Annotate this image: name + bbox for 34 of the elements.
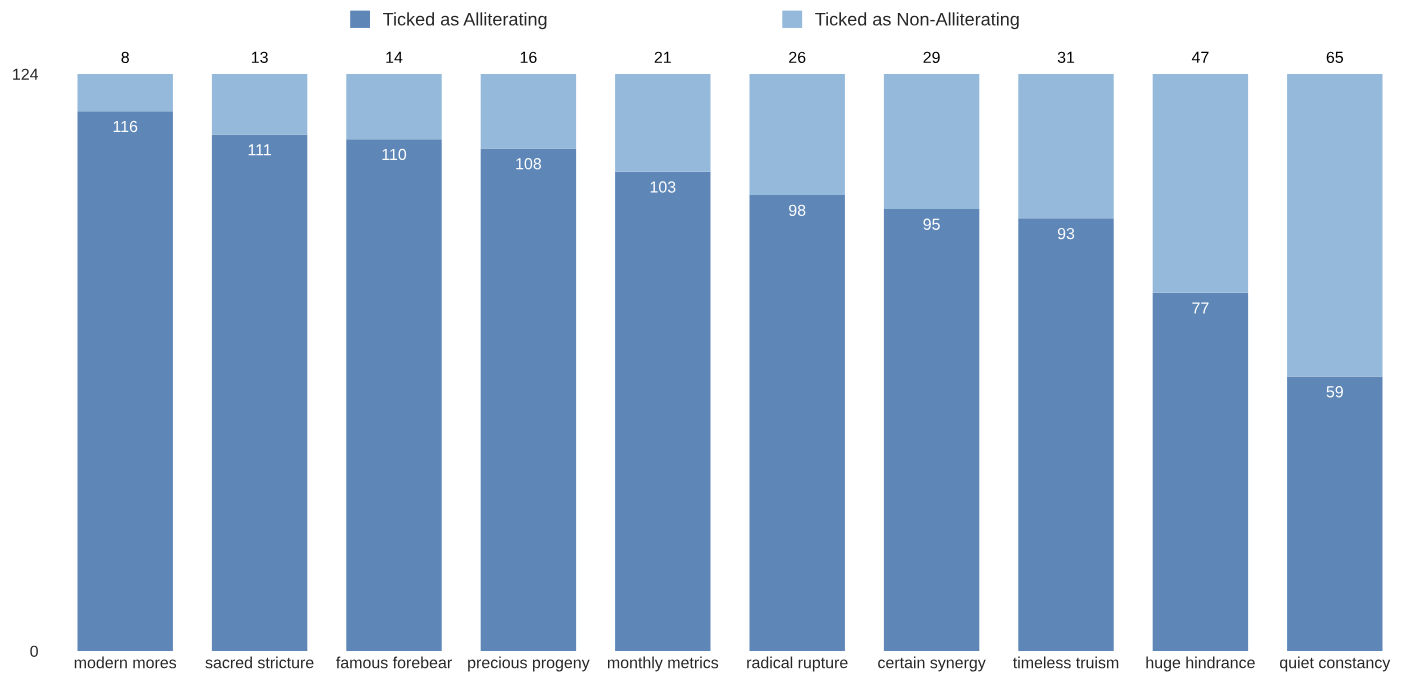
data-label: 110	[382, 148, 407, 161]
data-label: 111	[248, 144, 271, 156]
y-tick-label: 0	[30, 645, 38, 657]
x-tick-label: huge hindrance	[1146, 656, 1255, 672]
data-label: 16	[520, 51, 537, 64]
x-tick-label: certain synergy	[878, 656, 986, 672]
data-label: 77	[1192, 302, 1209, 314]
data-label: 59	[1326, 386, 1343, 398]
data-label: 21	[654, 51, 671, 63]
data-label: 31	[1057, 51, 1075, 64]
data-label: 103	[650, 181, 676, 193]
data-label: 108	[516, 158, 542, 170]
data-label: 98	[789, 204, 806, 216]
x-tick-label: quiet constancy	[1279, 656, 1391, 672]
data-label: 29	[923, 51, 940, 64]
data-label: 93	[1057, 227, 1075, 240]
legend-label: Ticked as Non-Alliterating	[815, 12, 1019, 30]
data-label: 8	[121, 51, 129, 64]
data-label: 47	[1191, 51, 1209, 63]
x-tick-label: famous forebear	[336, 656, 452, 669]
x-tick-label: monthly metrics	[607, 656, 719, 672]
data-label: 13	[251, 51, 268, 64]
data-label: 26	[789, 51, 806, 64]
x-tick-label: sacred stricture	[205, 656, 314, 669]
x-tick-label: precious progeny	[468, 656, 590, 672]
data-label: 116	[113, 120, 138, 133]
x-tick-label: radical rupture	[747, 656, 848, 672]
y-tick-label: 124	[13, 68, 39, 80]
legend-label: Ticked as Alliterating	[383, 12, 547, 30]
x-tick-label: timeless truism	[1013, 656, 1119, 669]
x-tick-label: modern mores	[74, 656, 177, 669]
data-label: 14	[386, 51, 403, 63]
data-label: 65	[1326, 51, 1344, 64]
data-label: 95	[923, 218, 940, 230]
